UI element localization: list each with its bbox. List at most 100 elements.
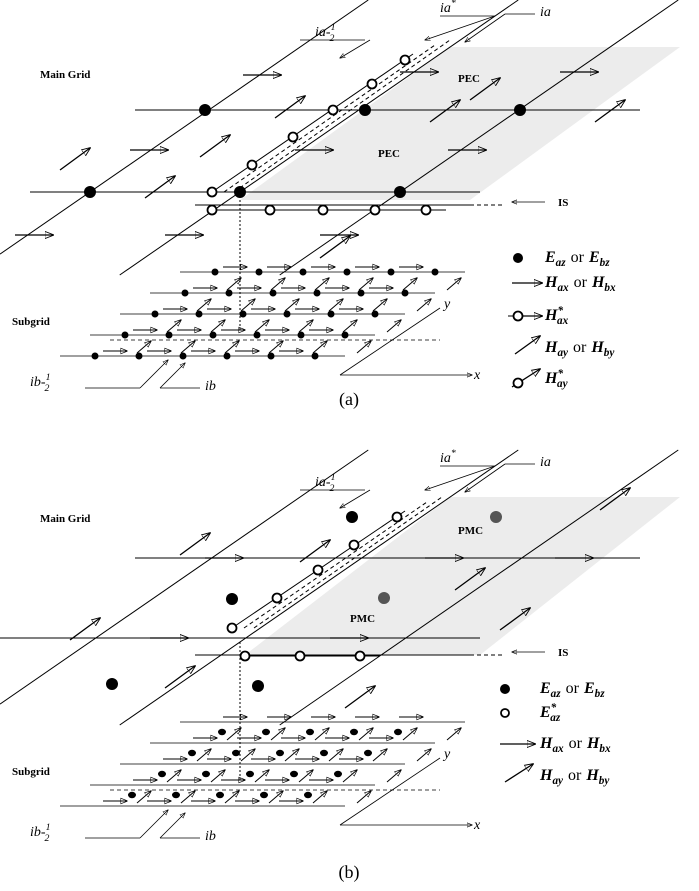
arrow	[373, 299, 387, 311]
arrow	[300, 540, 330, 562]
node	[136, 353, 143, 360]
node	[284, 311, 291, 318]
node	[92, 353, 99, 360]
ia-star-label-part: ia	[440, 1, 451, 16]
node	[216, 792, 224, 798]
legend-label-part: E	[539, 704, 551, 721]
legend-open-node	[514, 379, 523, 388]
panel: Main GridPMCPMCISSubgridia-12ia*iaib-12i…	[0, 448, 680, 883]
legend-label: HayorHby	[544, 339, 614, 359]
node	[268, 353, 275, 360]
open-node	[368, 80, 377, 89]
ia-star-label-part: *	[451, 0, 456, 9]
main-grid-label: Main Grid	[40, 69, 90, 81]
arrow	[357, 341, 371, 353]
arrow	[465, 464, 505, 492]
node	[342, 332, 349, 339]
axis-line	[340, 308, 440, 375]
node	[199, 104, 211, 116]
node	[218, 729, 226, 735]
legend-label-part: ay	[557, 347, 568, 359]
arrow	[70, 618, 100, 640]
node	[320, 750, 328, 756]
legend-label-part: or	[574, 274, 588, 291]
legend-label-part: or	[571, 249, 585, 266]
ia-half-label-part: 1	[331, 22, 336, 33]
node	[84, 186, 96, 198]
node	[358, 290, 365, 297]
node	[122, 332, 129, 339]
open-node	[422, 206, 431, 215]
legend-open-node	[514, 312, 523, 321]
node	[158, 771, 166, 777]
node	[394, 729, 402, 735]
legend-label-part: E	[544, 249, 556, 266]
legend-label-part: or	[573, 339, 587, 356]
node	[334, 771, 342, 777]
node	[212, 269, 219, 276]
axis-y-label: y	[442, 747, 451, 762]
node	[196, 311, 203, 318]
open-node	[248, 161, 257, 170]
open-node	[314, 566, 323, 575]
legend-label-part: az	[550, 712, 561, 724]
legend-node	[500, 684, 510, 694]
plane-label: PMC	[350, 613, 375, 625]
arrow	[160, 363, 185, 388]
plane	[245, 497, 680, 655]
node	[106, 678, 118, 690]
plane-label: PMC	[458, 525, 483, 537]
ib-half-label-part: 1	[46, 372, 51, 383]
caption: (a)	[339, 389, 359, 410]
arrow	[200, 135, 230, 157]
node	[372, 311, 379, 318]
arrow	[373, 749, 387, 761]
figure: Main GridPECPECISSubgridia-12ia*iaib-12i…	[0, 0, 699, 891]
legend-label-part: H	[544, 370, 558, 387]
legend-label: H*ay	[544, 368, 568, 390]
legend-label-part: E	[583, 680, 595, 697]
legend-label-part: or	[568, 767, 582, 784]
legend-label-part: H	[544, 274, 558, 291]
node	[276, 750, 284, 756]
node	[152, 311, 159, 318]
legend-label-part: or	[566, 680, 580, 697]
legend-label: H*ax	[544, 305, 569, 327]
open-node	[319, 206, 328, 215]
ia-half-label-part: 1	[331, 472, 336, 483]
legend-label-part: ax	[557, 315, 569, 327]
legend-label-part: H	[539, 735, 553, 752]
node	[232, 750, 240, 756]
node	[172, 792, 180, 798]
ib-half-label: ib-12	[30, 822, 50, 844]
open-node	[356, 652, 365, 661]
ib-half-label-part: 1	[46, 822, 51, 833]
arrow	[60, 148, 90, 170]
legend-label-part: by	[604, 347, 615, 359]
legend-node	[513, 253, 523, 263]
node	[210, 332, 217, 339]
ib-label: ib	[205, 379, 216, 394]
node	[490, 511, 502, 523]
open-node	[241, 652, 250, 661]
arrow	[447, 278, 461, 290]
main-grid-label: Main Grid	[40, 513, 90, 525]
node	[202, 771, 210, 777]
node	[378, 592, 390, 604]
caption: (b)	[339, 862, 360, 883]
subgrid-label: Subgrid	[12, 316, 50, 328]
arrow	[275, 96, 305, 118]
arrow	[403, 278, 417, 290]
legend-label-part: E	[539, 680, 551, 697]
plane	[240, 47, 680, 200]
legend-label-part: H	[586, 735, 600, 752]
grid-line	[0, 450, 368, 704]
ia-star-label-part: ia	[440, 451, 451, 466]
node	[252, 680, 264, 692]
node	[256, 269, 263, 276]
grid-line	[0, 0, 368, 254]
ib-half-label-part: 2	[44, 383, 49, 394]
node	[246, 771, 254, 777]
